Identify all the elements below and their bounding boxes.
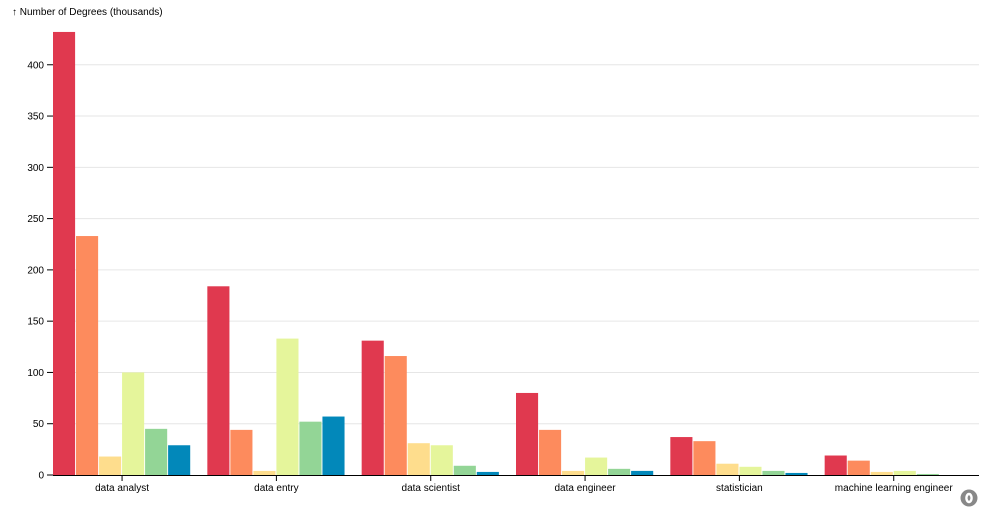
x-tick-label: data analyst — [95, 483, 149, 494]
bars — [53, 31, 939, 475]
gridlines — [53, 64, 979, 425]
x-tick-label: statistician — [716, 483, 763, 494]
bar[interactable] — [739, 466, 762, 475]
bar[interactable] — [870, 471, 893, 475]
y-tick-label: 200 — [27, 265, 44, 276]
x-axis: data analyst data entry data scientist data… — [95, 475, 953, 494]
bar[interactable] — [847, 460, 870, 475]
bar[interactable] — [893, 470, 916, 475]
bar[interactable] — [539, 429, 562, 475]
x-tick-label: data scientist — [402, 483, 461, 494]
bar[interactable] — [453, 465, 476, 475]
bar[interactable] — [299, 421, 322, 475]
bar[interactable] — [407, 443, 430, 475]
bar[interactable] — [476, 471, 499, 475]
bar[interactable] — [824, 455, 847, 475]
bar[interactable] — [207, 286, 230, 475]
y-tick-label: 350 — [27, 112, 44, 123]
bar[interactable] — [276, 338, 299, 475]
bar[interactable] — [230, 429, 253, 475]
x-tick-label: machine learning engineer — [835, 483, 954, 494]
bar[interactable] — [361, 340, 384, 475]
bar[interactable] — [253, 470, 276, 475]
y-tick-label: 150 — [27, 317, 44, 328]
bar[interactable] — [608, 468, 631, 475]
y-tick-label: 50 — [33, 419, 45, 430]
y-axis-title: ↑ Number of Degrees (thousands) — [12, 7, 163, 18]
observable-logo-icon[interactable] — [960, 489, 978, 507]
y-tick-label: 400 — [27, 60, 44, 71]
bar[interactable] — [516, 392, 539, 475]
bar[interactable] — [562, 470, 585, 475]
bar[interactable] — [145, 428, 168, 475]
bar[interactable] — [122, 372, 145, 475]
y-tick-label: 0 — [38, 471, 44, 482]
bar[interactable] — [716, 463, 739, 475]
bar[interactable] — [430, 445, 453, 475]
bar[interactable] — [785, 472, 808, 475]
bar[interactable] — [762, 470, 785, 475]
x-tick-label: data engineer — [554, 483, 616, 494]
bar[interactable] — [53, 31, 76, 475]
bar[interactable] — [670, 437, 693, 475]
bar[interactable] — [99, 456, 122, 475]
bar[interactable] — [384, 356, 407, 475]
y-axis: 0 50 100 150 200 250 300 350 400 — [27, 60, 53, 482]
bar[interactable] — [693, 441, 716, 475]
y-tick-label: 250 — [27, 214, 44, 225]
y-tick-label: 100 — [27, 368, 44, 379]
bar[interactable] — [76, 236, 99, 475]
bar[interactable] — [322, 416, 345, 475]
y-tick-label: 300 — [27, 163, 44, 174]
bar[interactable] — [168, 445, 191, 475]
bar[interactable] — [916, 473, 939, 475]
x-tick-label: data entry — [254, 483, 298, 494]
bar[interactable] — [631, 470, 654, 475]
bar[interactable] — [585, 457, 608, 475]
